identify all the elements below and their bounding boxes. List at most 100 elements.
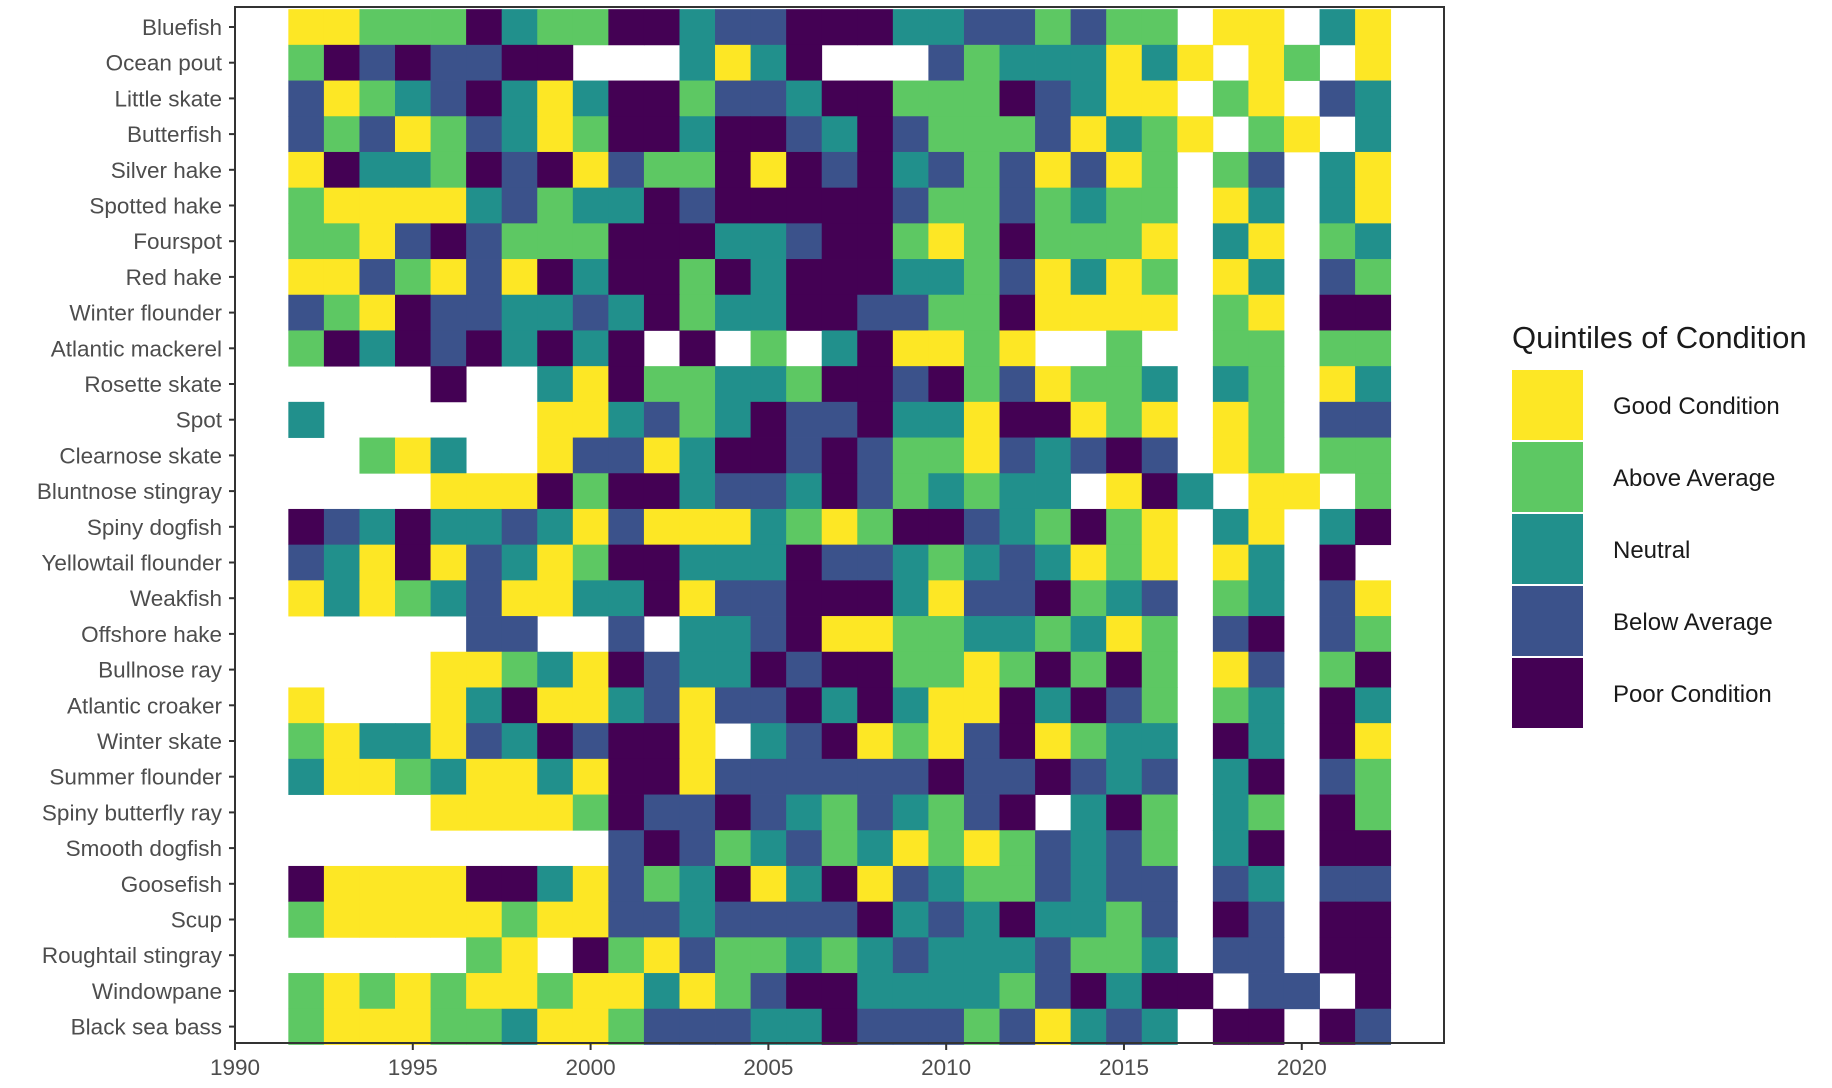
heatmap-cell bbox=[395, 223, 431, 260]
heatmap-cell bbox=[501, 330, 538, 367]
heatmap-cell bbox=[963, 259, 1000, 296]
heatmap-cell bbox=[395, 187, 431, 224]
species-label: Silver hake bbox=[111, 158, 222, 183]
heatmap-cell bbox=[1035, 1008, 1072, 1045]
species-label: Goosefish bbox=[121, 872, 222, 897]
heatmap-cell bbox=[892, 330, 929, 367]
heatmap-cell bbox=[679, 437, 716, 474]
heatmap-cell bbox=[1319, 259, 1356, 296]
heatmap-cell bbox=[501, 259, 538, 296]
heatmap-cell bbox=[928, 616, 965, 653]
heatmap-cell bbox=[1283, 473, 1320, 510]
heatmap-cell bbox=[643, 401, 680, 438]
heatmap-cell bbox=[608, 294, 645, 331]
heatmap-cell bbox=[359, 116, 396, 153]
heatmap-cell bbox=[608, 473, 645, 510]
heatmap-cell bbox=[395, 116, 431, 153]
heatmap-cell bbox=[963, 473, 1000, 510]
heatmap-cell bbox=[892, 187, 929, 224]
heatmap-cell bbox=[963, 223, 1000, 260]
heatmap-cell bbox=[963, 937, 1000, 974]
heatmap-cell bbox=[643, 259, 680, 296]
heatmap-cell bbox=[1319, 865, 1356, 903]
heatmap-cell bbox=[359, 580, 396, 617]
heatmap-cell bbox=[786, 830, 823, 867]
heatmap-cell bbox=[963, 651, 1000, 688]
heatmap-cell bbox=[1141, 544, 1178, 581]
heatmap-cell bbox=[572, 508, 609, 546]
heatmap-cell bbox=[1355, 44, 1392, 81]
heatmap-cell bbox=[715, 651, 751, 688]
heatmap-cell bbox=[963, 9, 1000, 46]
heatmap-cell bbox=[1070, 544, 1107, 581]
heatmap-cell bbox=[1141, 80, 1178, 117]
heatmap-cell bbox=[1035, 116, 1072, 153]
heatmap-cell bbox=[1248, 1008, 1285, 1045]
heatmap-cell bbox=[1070, 508, 1107, 546]
heatmap-cell bbox=[395, 9, 431, 46]
heatmap-cell bbox=[1355, 616, 1392, 653]
heatmap-cell bbox=[1106, 794, 1143, 831]
heatmap-cell bbox=[572, 80, 609, 117]
heatmap-cell bbox=[715, 865, 751, 903]
heatmap-cell bbox=[643, 937, 680, 974]
heatmap-cell bbox=[537, 1008, 574, 1045]
heatmap-cell bbox=[537, 223, 574, 260]
heatmap-cell bbox=[928, 401, 965, 438]
heatmap-cell bbox=[1035, 901, 1072, 938]
heatmap-cell bbox=[999, 187, 1036, 224]
heatmap-cell bbox=[1141, 651, 1178, 688]
heatmap-cell bbox=[501, 187, 538, 224]
heatmap-cell bbox=[359, 80, 396, 117]
heatmap-cell bbox=[466, 580, 503, 617]
heatmap-cell bbox=[430, 330, 467, 367]
heatmap-cell bbox=[1248, 687, 1285, 724]
heatmap-cell bbox=[1248, 865, 1285, 903]
heatmap-cell bbox=[715, 937, 751, 974]
heatmap-cell bbox=[501, 151, 538, 189]
heatmap-cell bbox=[643, 151, 680, 189]
heatmap-cell bbox=[786, 80, 823, 117]
heatmap-cell bbox=[501, 616, 538, 653]
heatmap-cell bbox=[821, 9, 858, 46]
heatmap-cell bbox=[750, 508, 787, 546]
heatmap-cell bbox=[999, 794, 1036, 831]
heatmap-cell bbox=[1141, 937, 1178, 974]
heatmap-cell bbox=[537, 901, 574, 938]
heatmap-cell bbox=[359, 544, 396, 581]
heatmap-cell bbox=[892, 616, 929, 653]
heatmap-cell bbox=[501, 651, 538, 688]
heatmap-cell bbox=[1070, 580, 1107, 617]
species-label: Windowpane bbox=[92, 979, 222, 1004]
heatmap-cell bbox=[679, 794, 716, 831]
heatmap-cell bbox=[288, 294, 325, 331]
heatmap-cell bbox=[1035, 580, 1072, 617]
heatmap-cell bbox=[928, 9, 965, 46]
heatmap-cell bbox=[786, 973, 823, 1010]
heatmap-cell bbox=[963, 294, 1000, 331]
x-tick-label: 2015 bbox=[1099, 1055, 1149, 1080]
heatmap-cell bbox=[466, 294, 503, 331]
heatmap-cell bbox=[857, 687, 894, 724]
heatmap-cell bbox=[679, 723, 716, 760]
heatmap-cell bbox=[430, 508, 467, 546]
heatmap-cell bbox=[1355, 830, 1392, 867]
heatmap-cell bbox=[1212, 401, 1249, 438]
heatmap-cell bbox=[1141, 687, 1178, 724]
heatmap-cell bbox=[608, 366, 645, 403]
heatmap-cell bbox=[715, 508, 751, 546]
heatmap-cell bbox=[963, 830, 1000, 867]
heatmap-cell bbox=[821, 580, 858, 617]
heatmap-cell bbox=[1319, 901, 1356, 938]
heatmap-cell bbox=[608, 508, 645, 546]
heatmap-cell bbox=[572, 187, 609, 224]
heatmap-cell bbox=[572, 1008, 609, 1045]
heatmap-cell bbox=[1283, 973, 1320, 1010]
heatmap-cell bbox=[1212, 865, 1249, 903]
heatmap-cell bbox=[679, 151, 716, 189]
heatmap-cell bbox=[999, 223, 1036, 260]
heatmap-cell bbox=[857, 473, 894, 510]
heatmap-cell bbox=[1319, 723, 1356, 760]
heatmap-cell bbox=[430, 259, 467, 296]
heatmap-cell bbox=[466, 223, 503, 260]
